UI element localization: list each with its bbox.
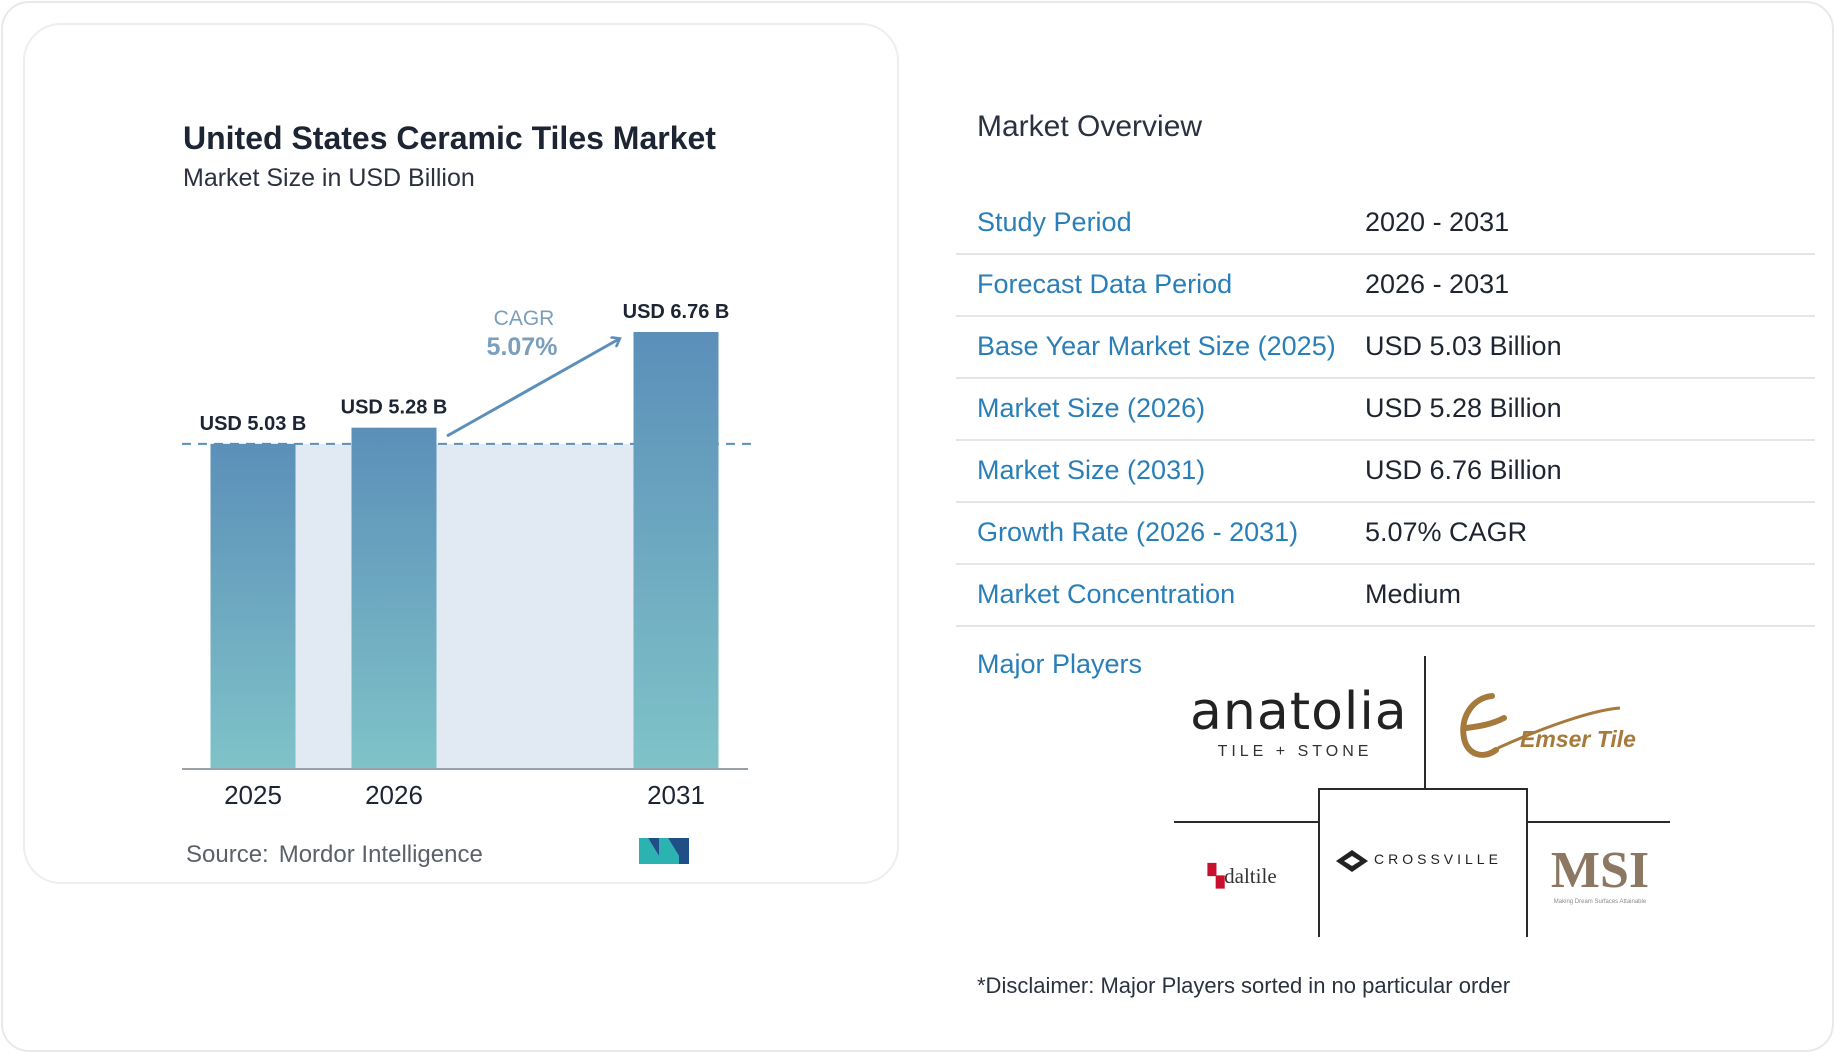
anatolia-tagline: TILE + STONE — [1217, 743, 1373, 760]
crossville-logo: CROSSVILLE — [1334, 846, 1514, 876]
msi-tagline: Making Dream Surfaces Attainable — [1553, 899, 1647, 905]
chart-title: United States Ceramic Tiles Market — [183, 120, 716, 156]
msi-logo: MSI Making Dream Surfaces Attainable — [1545, 842, 1655, 906]
overview-row-market-concentration: Market Concentration Medium — [956, 565, 1815, 627]
value-label-2031: USD 6.76 B — [623, 301, 730, 323]
x-tick-label-2031: 2031 — [647, 780, 705, 810]
row-value: 5.07% CAGR — [1365, 517, 1528, 547]
cagr-value: 5.07% — [487, 333, 558, 361]
grid-divider — [1528, 821, 1670, 823]
overview-row-market-size-2026: Market Size (2026) USD 5.28 Billion — [956, 379, 1815, 441]
row-label: Market Size (2031) — [977, 455, 1206, 485]
source-name: Mordor Intelligence — [278, 841, 483, 868]
base-value-band — [295, 443, 634, 769]
overview-table: Study Period 2020 - 2031 Forecast Data P… — [956, 193, 1815, 627]
x-tick-label-2026: 2026 — [365, 780, 423, 810]
row-value: USD 6.76 Billion — [1365, 455, 1562, 485]
major-players-label: Major Players — [977, 649, 1143, 679]
anatolia-logo: anatolia TILE + STONE — [1190, 682, 1408, 761]
chart-source: Source: Mordor Intelligence — [186, 841, 483, 869]
row-label: Forecast Data Period — [977, 269, 1233, 299]
chart-subtitle: Market Size in USD Billion — [183, 164, 475, 192]
market-overview-heading: Market Overview — [977, 110, 1203, 143]
overview-row-study-period: Study Period 2020 - 2031 — [956, 193, 1815, 255]
daltile-logo: ▚daltile — [1208, 864, 1277, 889]
grid-divider — [1318, 788, 1320, 937]
bar-2025 — [210, 443, 296, 769]
value-label-2025: USD 5.03 B — [200, 413, 307, 435]
msi-name: MSI — [1550, 842, 1650, 899]
row-label: Study Period — [977, 207, 1132, 237]
grid-divider — [1174, 821, 1318, 823]
source-label: Source: — [186, 841, 269, 868]
overview-row-growth-rate: Growth Rate (2026 - 2031) 5.07% CAGR — [956, 503, 1815, 565]
x-tick-label-2025: 2025 — [224, 780, 282, 810]
cagr-label: CAGR — [494, 307, 555, 330]
overview-row-base-year-size: Base Year Market Size (2025) USD 5.03 Bi… — [956, 317, 1815, 379]
emser-tile-logo: Emser Tile — [1452, 688, 1662, 768]
row-value: 2026 - 2031 — [1365, 269, 1510, 299]
row-label: Market Size (2026) — [977, 393, 1206, 423]
grid-divider — [1424, 656, 1426, 788]
bar-2031 — [633, 332, 719, 769]
cagr-arrow — [446, 339, 619, 438]
bar-chart: USD 5.03 B 2025 USD 5.28 B 2026 USD 6.76 B 20… — [182, 301, 752, 810]
row-value: USD 5.28 Billion — [1365, 393, 1562, 423]
row-value: USD 5.03 Billion — [1365, 331, 1562, 361]
row-value: Medium — [1365, 579, 1462, 609]
grid-divider — [1526, 788, 1528, 937]
crossville-name: CROSSVILLE — [1374, 851, 1502, 867]
overview-row-forecast-period: Forecast Data Period 2026 - 2031 — [956, 255, 1815, 317]
anatolia-name: anatolia — [1190, 682, 1408, 742]
value-label-2026: USD 5.28 B — [341, 397, 448, 419]
daltile-name: daltile — [1224, 864, 1277, 888]
row-label: Growth Rate (2026 - 2031) — [977, 517, 1299, 547]
row-label: Market Concentration — [977, 579, 1236, 609]
bar-2026 — [351, 427, 437, 769]
crossville-diamond-icon — [1336, 850, 1368, 872]
grid-divider — [1318, 788, 1528, 790]
emser-name: Emser Tile — [1520, 726, 1636, 752]
overview-row-market-size-2031: Market Size (2031) USD 6.76 Billion — [956, 441, 1815, 503]
disclaimer: *Disclaimer: Major Players sorted in no … — [977, 973, 1511, 998]
row-value: 2020 - 2031 — [1365, 207, 1510, 237]
daltile-mark-icon: ▚ — [1208, 864, 1225, 888]
mordor-intelligence-logo-icon — [639, 838, 689, 864]
emser-swoosh-icon — [1460, 693, 1621, 758]
row-label: Base Year Market Size (2025) — [977, 331, 1336, 361]
